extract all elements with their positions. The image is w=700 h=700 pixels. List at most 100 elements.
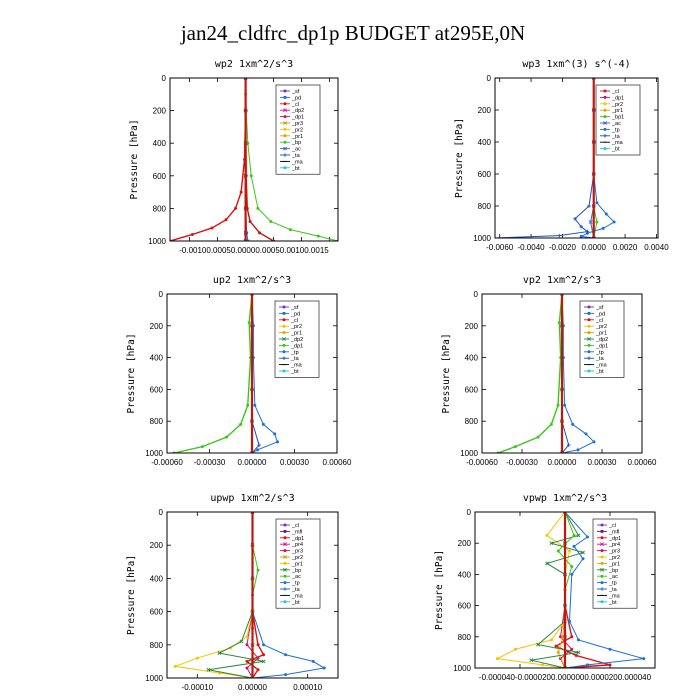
data-point	[608, 663, 612, 667]
legend-marker	[282, 343, 286, 347]
legend-marker	[282, 305, 286, 309]
figure-title: jan24_cldfrc_dp1p BUDGET at295E,0N	[180, 21, 525, 45]
y-tick-label: 0	[467, 508, 472, 517]
series-group	[495, 512, 646, 668]
legend-entry: _bt	[611, 147, 620, 153]
data-point	[586, 663, 589, 667]
data-point	[592, 440, 596, 444]
data-point	[584, 432, 588, 436]
y-tick-label: 800	[150, 641, 164, 650]
data-point	[568, 619, 571, 623]
legend-marker	[283, 102, 287, 106]
y-axis-label: Pressure [hPa]	[434, 550, 445, 630]
data-point	[585, 229, 590, 234]
legend-entry: _pr1	[595, 331, 607, 337]
data-point	[588, 220, 593, 224]
y-tick-label: 1000	[148, 237, 166, 246]
legend-entry: _sf	[290, 305, 299, 311]
series-group	[496, 294, 596, 453]
data-point	[557, 321, 561, 325]
data-point	[595, 220, 599, 224]
x-tick-label: -0.00030	[506, 458, 538, 467]
legend-marker	[600, 587, 604, 591]
legend-entry: _mfl	[608, 529, 619, 535]
data-point	[556, 650, 560, 654]
data-point	[581, 550, 585, 555]
y-tick-label: 400	[465, 354, 479, 363]
plot-frame	[166, 511, 339, 679]
y-tick-label: 200	[150, 541, 164, 550]
data-point	[572, 544, 576, 548]
legend-marker	[283, 587, 287, 591]
data-point	[173, 664, 177, 668]
panel-title: vpwp 1xm^2/s^3	[523, 493, 607, 504]
x-tick-label: -0.00030	[194, 458, 226, 467]
data-point	[257, 443, 261, 447]
legend-marker	[283, 146, 287, 151]
data-point	[253, 403, 257, 407]
legend-marker	[283, 530, 287, 533]
data-point	[563, 403, 567, 407]
y-tick-label: 600	[153, 172, 167, 181]
data-point	[246, 403, 250, 407]
data-point	[561, 635, 565, 639]
legend-entry: _bt	[595, 369, 604, 375]
data-point	[576, 533, 581, 538]
data-point	[276, 440, 279, 444]
y-tick-label: 200	[150, 322, 164, 331]
y-tick-label: 400	[153, 139, 167, 148]
legend-marker	[283, 523, 287, 527]
y-tick-label: 800	[150, 417, 164, 426]
data-point	[224, 218, 228, 222]
legend-entry: _ma	[290, 363, 303, 369]
data-point	[568, 549, 571, 553]
y-tick-label: 1000	[453, 664, 471, 673]
panel-title: upwp 1xm^2/s^3	[210, 493, 294, 504]
legend-marker	[600, 567, 604, 572]
x-tick-label: 0.00030	[588, 458, 617, 467]
legend-entry: _bt	[291, 600, 300, 606]
data-point	[239, 422, 243, 426]
y-tick-label: 600	[150, 385, 164, 394]
y-tick-label: 400	[478, 138, 492, 147]
legend-entry: _cl	[611, 89, 619, 95]
legend-entry: _ma	[595, 363, 608, 369]
data-point	[247, 321, 251, 325]
data-point	[249, 174, 253, 178]
legend-marker	[283, 127, 287, 131]
legend-marker	[587, 324, 591, 328]
data-point	[288, 228, 292, 232]
legend-marker	[600, 561, 604, 565]
legend-entry: _pd	[290, 311, 300, 317]
legend-marker	[282, 369, 286, 373]
legend-entry: _pr1	[290, 331, 302, 337]
data-point	[604, 212, 608, 216]
legend-marker	[587, 305, 591, 309]
legend-entry: _pr2	[611, 102, 623, 108]
legend-entry: _ac	[608, 574, 618, 580]
data-point	[261, 422, 265, 426]
legend-entry: _pr3	[291, 121, 303, 127]
legend-entry: _ta	[291, 587, 301, 593]
legend: _cl_dp1_pr2_pr1_bp1_ac_tp_ta_ma_bt	[595, 84, 641, 156]
y-tick-label: 1000	[473, 234, 491, 243]
x-tick-label: 0.0000	[582, 243, 607, 252]
legend-entry: _ma	[611, 140, 624, 146]
plot-frame	[169, 77, 339, 242]
x-tick-label: -0.00060	[466, 458, 498, 467]
y-tick-label: 600	[478, 170, 492, 179]
data-point	[586, 535, 589, 539]
data-point	[206, 667, 211, 672]
legend-marker	[283, 581, 287, 585]
data-point	[195, 656, 199, 660]
legend-marker	[600, 600, 604, 604]
legend-marker	[283, 96, 287, 99]
legend-box	[595, 84, 641, 156]
data-point	[273, 432, 277, 436]
data-point	[256, 668, 260, 672]
data-point	[566, 443, 571, 447]
series-line	[173, 512, 253, 678]
data-point	[642, 657, 646, 661]
legend-marker	[282, 331, 286, 335]
legend-marker	[283, 555, 287, 559]
